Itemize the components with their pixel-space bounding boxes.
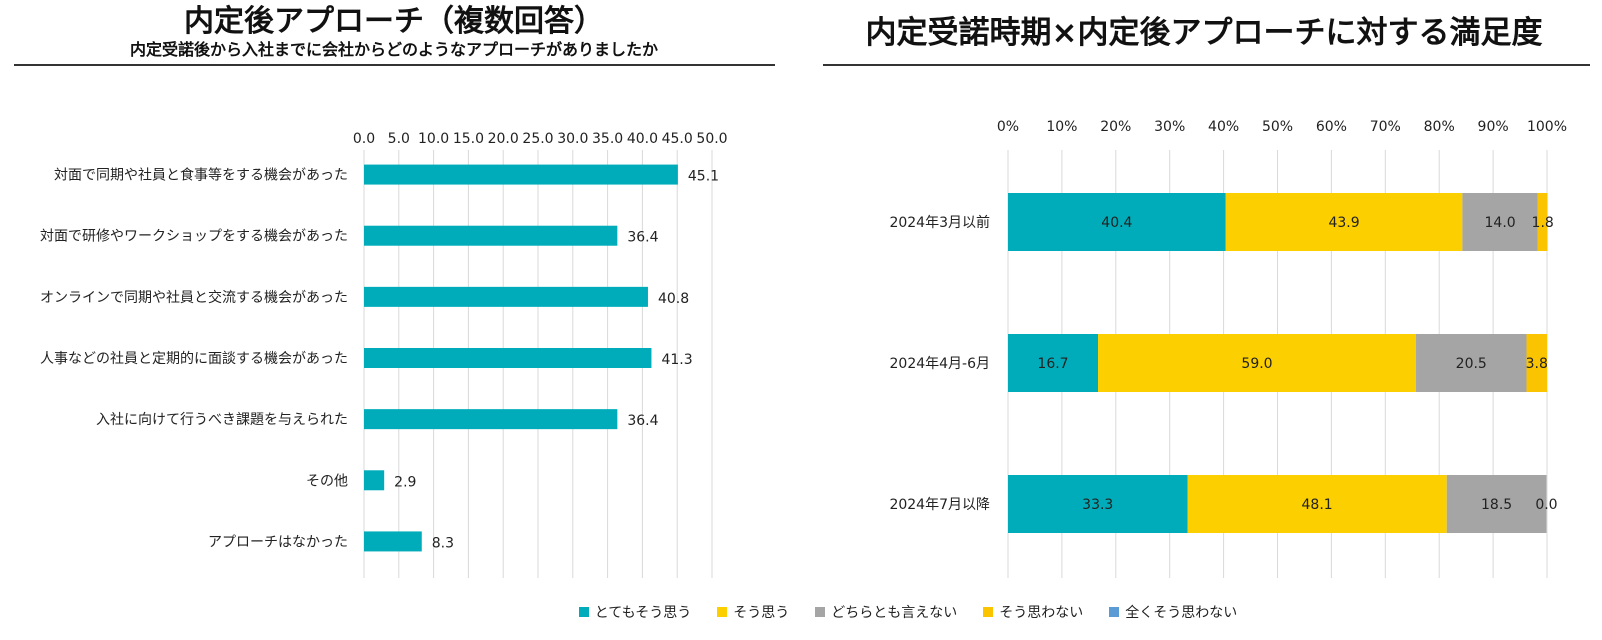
right-tick-label: 0% xyxy=(997,119,1019,135)
left-chart-subtitle: 内定受諾後から入社までに会社からどのようなアプローチがありましたか xyxy=(129,40,658,59)
left-chart-title: 内定後アプローチ（複数回答） xyxy=(184,4,604,39)
left-tick-label: 50.0 xyxy=(696,131,727,147)
left-tick-label: 30.0 xyxy=(557,131,588,147)
legend-swatch xyxy=(815,607,826,617)
right-bar-segment xyxy=(1008,193,1226,251)
right-tick-label: 100% xyxy=(1527,119,1567,135)
legend-item: とてもそう思う xyxy=(578,601,692,623)
right-data-label: 48.1 xyxy=(1302,497,1333,513)
right-data-label: 3.8 xyxy=(1526,356,1548,372)
right-bar-segment xyxy=(1462,193,1538,251)
legend-label: そう思う xyxy=(733,605,790,621)
legend-item: 全くそう思わない xyxy=(1109,601,1237,623)
right-bar-segment xyxy=(1098,334,1417,392)
right-tick-label: 50% xyxy=(1262,119,1293,135)
right-title-rule xyxy=(823,64,1590,66)
right-tick-label: 20% xyxy=(1100,119,1131,135)
right-category-label: 2024年3月以前 xyxy=(889,214,990,231)
legend-swatch xyxy=(1109,607,1120,617)
right-tick-label: 80% xyxy=(1424,119,1455,135)
legend-swatch xyxy=(717,607,728,617)
left-bar xyxy=(364,225,618,246)
right-tick-label: 70% xyxy=(1370,119,1401,135)
legend-item: そう思わない xyxy=(983,601,1083,623)
left-tick-label: 35.0 xyxy=(592,131,623,147)
stacked-chart-legend: とてもそう思う そう思う どちらとも言えない そう思わない 全くそう思わない xyxy=(0,601,1602,623)
left-category-label: 対面で同期や社員と食事等をする機会があった xyxy=(54,167,348,184)
right-data-label: 0.0 xyxy=(1535,497,1557,513)
left-category-label: その他 xyxy=(306,473,348,489)
right-bar-segment xyxy=(1446,475,1547,533)
left-value-label: 40.8 xyxy=(658,291,689,307)
left-tick-label: 25.0 xyxy=(522,131,553,147)
left-category-label: 対面で研修やワークショップをする機会があった xyxy=(40,229,348,245)
legend-item: どちらとも言えない xyxy=(815,601,957,623)
right-data-label: 1.8 xyxy=(1532,215,1554,231)
left-tick-label: 15.0 xyxy=(453,131,484,147)
right-data-label: 14.0 xyxy=(1485,215,1516,231)
right-bar-segment xyxy=(1526,334,1547,392)
right-chart-title: 内定受諾時期×内定後アプローチに対する満足度 xyxy=(865,15,1543,51)
left-bar xyxy=(364,470,385,491)
left-tick-label: 5.0 xyxy=(388,131,410,147)
left-title-rule xyxy=(14,64,775,66)
left-value-label: 36.4 xyxy=(627,413,658,429)
legend-swatch xyxy=(983,607,994,617)
left-value-label: 36.4 xyxy=(627,230,658,246)
left-tick-label: 10.0 xyxy=(418,131,449,147)
left-value-label: 45.1 xyxy=(688,169,719,185)
right-category-label: 2024年7月以降 xyxy=(889,497,990,513)
right-bar-segment xyxy=(1537,193,1548,251)
right-data-label: 43.9 xyxy=(1328,215,1359,231)
left-value-label: 41.3 xyxy=(661,352,692,368)
left-bar xyxy=(364,531,422,552)
right-bar-segment xyxy=(1416,334,1527,392)
right-data-label: 20.5 xyxy=(1456,356,1487,372)
legend-label: 全くそう思わない xyxy=(1125,605,1238,621)
right-tick-label: 40% xyxy=(1208,119,1239,135)
left-bar xyxy=(364,348,652,368)
left-bar xyxy=(364,164,678,185)
left-category-label: 人事などの社員と定期的に面談する機会があった xyxy=(40,351,348,367)
left-bar xyxy=(364,286,648,307)
left-tick-label: 0.0 xyxy=(353,131,375,147)
left-tick-label: 20.0 xyxy=(488,131,519,147)
right-bar-segment xyxy=(1008,334,1099,392)
right-tick-label: 60% xyxy=(1316,119,1347,135)
right-bar-segment xyxy=(1187,475,1447,533)
legend-label: とてもそう思う xyxy=(594,605,692,621)
right-data-label: 59.0 xyxy=(1241,356,1272,372)
left-value-label: 2.9 xyxy=(394,474,416,490)
right-tick-label: 10% xyxy=(1046,119,1077,135)
right-data-label: 16.7 xyxy=(1037,356,1068,372)
left-value-label: 8.3 xyxy=(432,535,454,551)
legend-swatch xyxy=(578,607,589,617)
legend-label: そう思わない xyxy=(999,605,1084,621)
left-tick-label: 45.0 xyxy=(662,131,693,147)
right-tick-label: 90% xyxy=(1478,119,1509,135)
right-tick-label: 30% xyxy=(1154,119,1185,135)
left-category-label: 入社に向けて行うべき課題を与えられた xyxy=(96,412,348,428)
right-data-label: 18.5 xyxy=(1481,497,1512,513)
right-data-label: 40.4 xyxy=(1101,215,1132,231)
legend-label: どちらとも言えない xyxy=(831,605,958,621)
right-category-label: 2024年4月-6月 xyxy=(890,356,991,372)
right-data-label: 33.3 xyxy=(1082,497,1113,513)
left-tick-label: 40.0 xyxy=(627,131,658,147)
left-category-label: オンラインで同期や社員と交流する機会があった xyxy=(40,289,348,306)
left-bar xyxy=(364,409,618,430)
left-category-label: アプローチはなかった xyxy=(208,534,348,550)
right-bar-segment xyxy=(1008,475,1188,533)
right-bar-segment xyxy=(1225,193,1463,251)
legend-item: そう思う xyxy=(717,601,789,623)
